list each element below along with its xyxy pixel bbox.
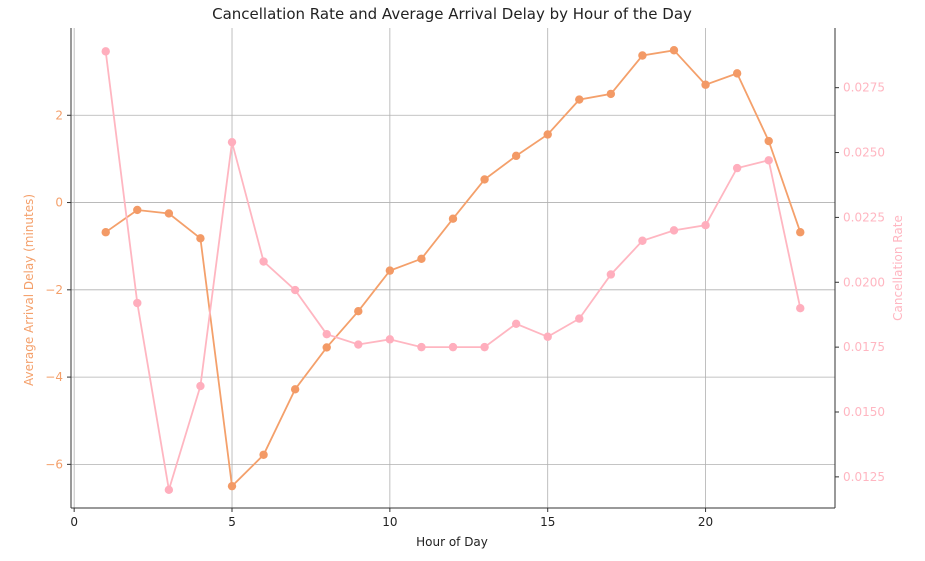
cancellation-point — [354, 340, 363, 349]
delay-point — [669, 46, 679, 55]
cancellation-point — [196, 381, 205, 391]
cancellation-point — [732, 163, 742, 173]
cancellation-point — [385, 335, 395, 344]
right-y-tick-label: 0.0250 — [843, 146, 885, 160]
left-y-ticks: −6 −4 −2 0 2 — [45, 108, 71, 471]
delay-point — [764, 136, 773, 146]
cancellation-point — [701, 220, 710, 230]
cancellation-point — [322, 329, 331, 339]
right-y-tick-label: 0.0150 — [843, 405, 885, 419]
cancellation-point — [227, 137, 237, 147]
left-y-tick-label: −6 — [45, 457, 63, 471]
series-cancellation-rate — [101, 47, 805, 495]
left-y-tick-label: −2 — [45, 283, 63, 297]
delay-point — [448, 214, 458, 223]
axes — [70, 28, 836, 509]
delay-point — [543, 130, 552, 139]
left-y-tick-label: 0 — [55, 196, 63, 210]
delay-point — [606, 89, 616, 99]
delay-point — [101, 228, 110, 237]
delay-point — [511, 151, 521, 161]
cancellation-point — [448, 342, 458, 352]
right-y-tick-label: 0.0225 — [843, 210, 885, 224]
delay-point — [385, 266, 395, 275]
cancellation-point — [511, 319, 521, 328]
cancellation-point — [606, 270, 616, 279]
delay-point — [732, 69, 742, 78]
cancellation-point — [133, 298, 142, 308]
cancellation-point — [101, 47, 110, 56]
x-ticks: 0 5 10 15 20 — [70, 508, 713, 529]
cancellation-point — [417, 342, 426, 352]
x-tick-label: 15 — [540, 515, 555, 529]
cancellation-point — [638, 236, 647, 245]
delay-point — [417, 254, 426, 264]
right-y-axis-label: Cancellation Rate — [891, 215, 905, 321]
cancellation-point — [796, 304, 805, 313]
right-y-tick-label: 0.0275 — [843, 81, 885, 95]
delay-point — [701, 80, 710, 89]
right-y-ticks: 0.0125 0.0150 0.0175 0.0200 0.0225 0.0250 0.02… — [835, 81, 885, 484]
right-y-tick-label: 0.0125 — [843, 470, 885, 484]
delay-point — [322, 343, 331, 352]
delay-point — [259, 450, 268, 459]
x-tick-label: 20 — [698, 515, 713, 529]
delay-point — [638, 51, 647, 60]
x-axis-label: Hour of Day — [416, 535, 488, 549]
cancellation-point — [290, 285, 300, 295]
cancellation-point — [164, 485, 174, 495]
delay-point — [796, 228, 805, 237]
cancellation-point — [543, 332, 552, 341]
delay-point — [164, 209, 174, 218]
delay-line — [105, 49, 802, 489]
series-average-arrival-delay — [101, 46, 805, 491]
cancellation-point — [669, 226, 679, 235]
right-y-tick-label: 0.0175 — [843, 340, 885, 354]
delay-point — [290, 385, 300, 394]
x-tick-label: 10 — [382, 515, 397, 529]
cancellation-point — [480, 342, 489, 352]
left-y-tick-label: 2 — [55, 108, 63, 122]
left-y-tick-label: −4 — [45, 370, 63, 384]
delay-point — [133, 205, 142, 215]
delay-point — [354, 307, 363, 316]
cancellation-line — [104, 51, 802, 491]
delay-point — [196, 234, 205, 243]
left-y-axis-label: Average Arrival Delay (minutes) — [22, 194, 36, 386]
cancellation-point — [764, 156, 773, 165]
right-y-tick-label: 0.0200 — [843, 275, 885, 289]
delay-point — [480, 175, 489, 184]
x-tick-label: 0 — [70, 515, 78, 529]
grid — [71, 28, 835, 508]
chart-title: Cancellation Rate and Average Arrival De… — [212, 5, 692, 23]
delay-point — [575, 95, 584, 104]
x-tick-label: 5 — [228, 515, 236, 529]
cancellation-point — [259, 257, 268, 266]
delay-point — [227, 481, 237, 491]
cancellation-point — [575, 314, 584, 323]
